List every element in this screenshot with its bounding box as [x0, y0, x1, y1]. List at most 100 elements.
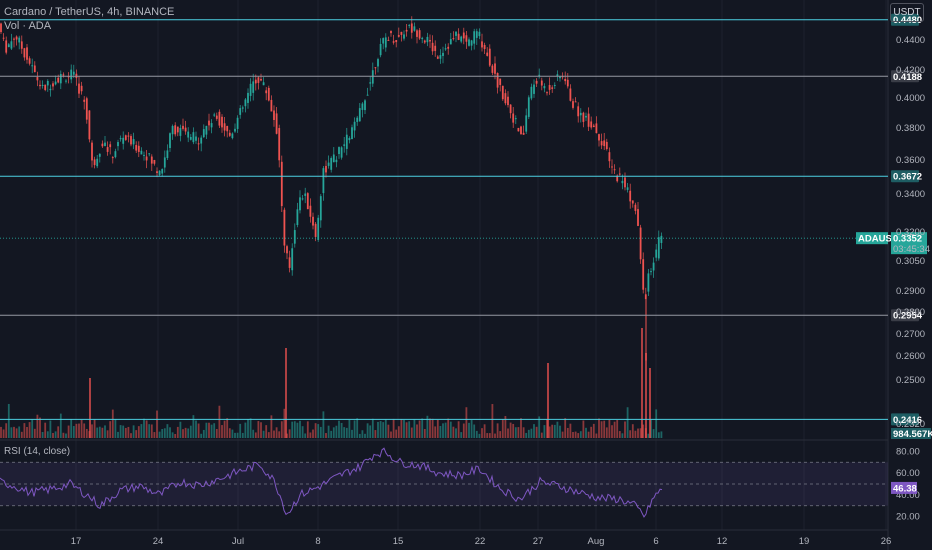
volume-bar	[169, 427, 171, 438]
candle-body	[429, 40, 431, 42]
candle-body	[613, 169, 616, 171]
candle-body	[228, 132, 231, 136]
candle-body	[226, 126, 229, 132]
time-tick-label: 22	[475, 536, 486, 547]
candle-body	[15, 36, 18, 40]
candle-body	[608, 152, 611, 162]
candle-body	[504, 93, 507, 104]
volume-bar	[221, 425, 223, 438]
candle-body	[530, 86, 533, 99]
candle-body	[330, 158, 333, 170]
candle-body	[319, 196, 322, 221]
volume-bar	[299, 420, 301, 438]
volume-bar	[587, 431, 590, 438]
volume-bar	[470, 420, 473, 438]
candle-body	[41, 84, 44, 86]
volume-bar	[418, 420, 421, 438]
candle-body	[535, 80, 538, 84]
candle-body	[356, 117, 359, 122]
volume-bar	[122, 425, 125, 438]
volume-title: Vol · ADA	[4, 20, 52, 32]
volume-bar	[452, 426, 455, 438]
candle-body	[483, 45, 486, 50]
volume-bar	[371, 418, 374, 438]
candle-body	[494, 63, 496, 74]
volume-bar	[460, 432, 463, 438]
candle-body	[265, 90, 268, 94]
candle-body	[332, 154, 335, 163]
candle-body	[80, 85, 83, 92]
candle-body	[234, 128, 236, 132]
volume-bar	[210, 424, 213, 438]
candle-body	[361, 103, 364, 110]
volume-bar	[70, 419, 73, 438]
currency-button[interactable]: USDT	[890, 3, 924, 22]
volume-bar	[148, 424, 151, 438]
volume-bar	[0, 426, 2, 438]
rsi-tick-label: 20.00	[896, 512, 920, 523]
price-tick-label: 0.4000	[896, 93, 925, 104]
volume-bar	[197, 423, 200, 438]
time-tick-label: 27	[533, 536, 544, 547]
volume-bar	[566, 427, 569, 438]
volume-spike	[649, 368, 651, 438]
volume-bar	[387, 424, 390, 438]
volume-bar	[330, 430, 333, 438]
candle-body	[598, 134, 600, 141]
candle-body	[44, 84, 47, 91]
volume-bar	[273, 430, 275, 438]
candle-body	[447, 46, 450, 49]
candle-body	[260, 78, 262, 81]
candle-body	[0, 23, 2, 33]
candle-body	[223, 123, 226, 131]
volume-bar	[543, 425, 546, 438]
volume-bar	[179, 421, 182, 438]
candle-body	[13, 38, 15, 40]
price-tick-label: 0.3400	[896, 189, 925, 200]
candle-body	[57, 77, 60, 83]
volume-bar	[280, 421, 283, 438]
volume-bar	[618, 431, 621, 438]
volume-bar	[439, 426, 442, 438]
volume-bar	[598, 418, 600, 438]
candle-body	[351, 127, 353, 140]
volume-bar	[613, 421, 616, 438]
volume-bar	[600, 421, 603, 438]
rsi-pane: 80.00 60.00 40.00 20.00 46.38	[0, 446, 920, 523]
volume-bar	[405, 422, 408, 438]
candle-body	[114, 151, 117, 158]
volume-bar	[49, 420, 52, 438]
volume-bar	[91, 424, 93, 438]
price-tick-label: 0.3600	[896, 155, 925, 166]
volume-bar	[257, 421, 260, 438]
candle-body	[338, 147, 340, 155]
volume-bar	[540, 432, 543, 438]
price-tick-label: 0.2900	[896, 286, 925, 297]
candle-body	[26, 47, 28, 60]
candle-body	[169, 133, 171, 149]
volume-bar	[356, 418, 359, 438]
candle-body	[273, 110, 275, 121]
candle-body	[452, 38, 455, 40]
volume-bar	[270, 415, 273, 438]
candle-body	[111, 157, 114, 159]
volume-bar	[65, 433, 67, 438]
volume-spike	[645, 353, 647, 438]
volume-bar	[260, 422, 262, 438]
candle-body	[325, 165, 327, 173]
volume-bar	[533, 424, 535, 438]
candle-body	[252, 81, 255, 93]
candle-body	[59, 73, 62, 84]
volume-bar	[306, 421, 309, 438]
price-axis: 0.4400 0.4200 0.4000 0.3800 0.3600 0.3400 0.32…	[896, 35, 925, 430]
volume-bar	[579, 431, 582, 438]
candle-body	[127, 135, 130, 137]
volume-bar	[605, 427, 608, 438]
candle-body	[525, 115, 528, 132]
volume-bar	[486, 433, 489, 438]
volume-bar	[249, 418, 252, 438]
volume-bar	[291, 421, 294, 438]
level-badge	[891, 70, 919, 83]
volume-bar	[592, 423, 595, 438]
